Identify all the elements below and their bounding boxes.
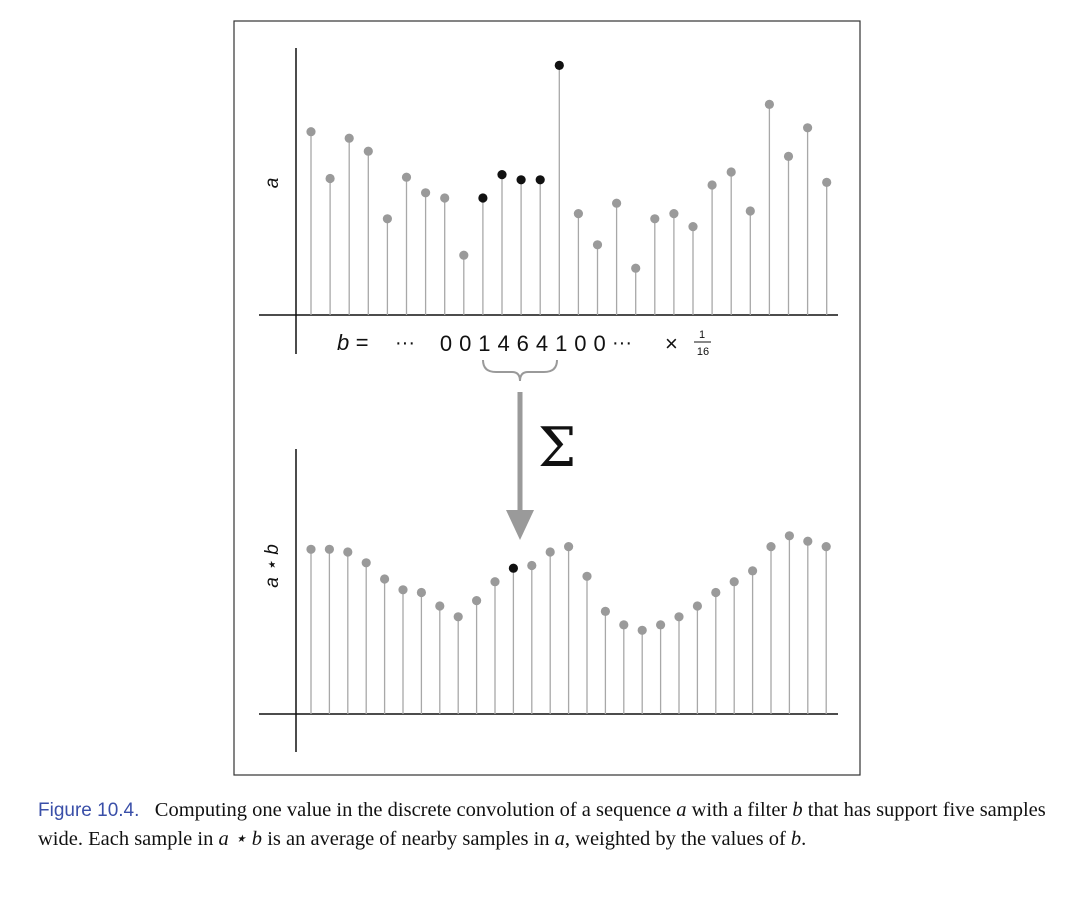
caption-text-1: Computing one value in the discrete conv… <box>154 799 677 821</box>
top-point <box>325 173 335 184</box>
filter-trailing-dots: ··· <box>612 332 632 354</box>
bottom-point <box>416 587 426 598</box>
top-point <box>440 193 450 203</box>
filter-digit: 0 <box>459 331 471 356</box>
filter-leading-dots: ··· <box>395 332 415 354</box>
bottom-point <box>729 577 739 587</box>
top-point <box>745 206 755 216</box>
caption-var-conv: a ⋆ b <box>218 828 263 850</box>
bottom-point <box>692 601 703 611</box>
top-point <box>306 127 316 137</box>
bottom-stems <box>306 531 831 714</box>
top-plot: a <box>259 48 838 354</box>
bottom-point <box>545 547 555 557</box>
filter-digit: 4 <box>536 331 548 356</box>
top-highlighted-point <box>497 170 507 180</box>
caption-var-b: b <box>792 799 803 821</box>
top-highlighted-point <box>535 175 545 185</box>
caption-text-2: with a filter <box>686 799 793 821</box>
top-point <box>783 151 794 161</box>
top-highlighted-point <box>554 60 564 70</box>
caption-var-a-2: a <box>554 828 565 850</box>
top-axis-label: a <box>262 178 283 189</box>
bottom-point <box>527 560 537 571</box>
top-stems <box>306 60 832 315</box>
top-point <box>650 214 660 224</box>
filter-prefix: b = <box>337 330 368 355</box>
bottom-point <box>748 566 758 576</box>
sum-arrow <box>506 392 534 540</box>
bottom-point <box>564 542 574 552</box>
sigma-symbol: Σ <box>538 416 576 479</box>
bottom-point <box>490 577 500 587</box>
bottom-point <box>784 531 795 541</box>
top-point <box>459 250 469 260</box>
bottom-point <box>324 544 334 554</box>
bottom-point <box>435 601 445 611</box>
filter-scale-numerator: 1 <box>699 329 705 341</box>
top-point <box>573 209 584 219</box>
figure-label: Figure 10.4. <box>38 800 140 821</box>
bottom-point <box>711 587 721 598</box>
filter-brace <box>482 359 558 382</box>
bottom-point <box>453 612 463 622</box>
bottom-plot: a ⋆ b <box>259 449 838 752</box>
bottom-point <box>306 544 316 554</box>
bottom-point <box>803 536 813 546</box>
caption-text-6: . <box>801 828 807 850</box>
bottom-highlighted-point <box>508 563 518 573</box>
bottom-point <box>398 585 408 595</box>
top-point <box>382 214 392 224</box>
top-point <box>363 146 373 156</box>
filter-digit: 0 <box>574 331 586 356</box>
caption-text-3: that has support five samples wide. Each… <box>38 799 1046 850</box>
bottom-point <box>619 620 629 630</box>
bottom-point <box>361 558 371 568</box>
bottom-point <box>637 625 647 635</box>
top-point <box>421 188 431 198</box>
caption-var-a: a <box>676 799 687 821</box>
top-point <box>822 177 832 187</box>
top-point <box>344 133 354 143</box>
bottom-point <box>821 542 831 552</box>
bottom-point <box>766 542 776 552</box>
top-highlighted-point <box>478 193 488 203</box>
top-point <box>669 209 679 219</box>
bottom-point <box>600 606 611 617</box>
top-point <box>688 222 698 232</box>
filter-digit: 1 <box>478 331 490 356</box>
caption-text-4: is an average of nearby samples in <box>262 828 555 850</box>
top-point <box>612 198 622 208</box>
figure-frame <box>233 20 861 776</box>
bottom-point <box>472 596 482 606</box>
filter-digit: 0 <box>440 331 452 356</box>
top-point <box>707 180 717 190</box>
figure-caption: Figure 10.4. Computing one value in the … <box>38 796 1058 853</box>
filter-digit: 6 <box>517 331 529 356</box>
bottom-point <box>656 620 666 630</box>
top-point <box>803 123 813 133</box>
bottom-point <box>582 571 592 581</box>
top-point <box>401 172 412 182</box>
filter-times: × <box>665 331 678 356</box>
top-point <box>592 240 603 250</box>
bottom-point <box>343 547 353 557</box>
bottom-point <box>380 574 390 584</box>
filter-digit: 4 <box>497 331 509 356</box>
bottom-axis-label: a ⋆ b <box>262 544 283 588</box>
bottom-point <box>674 612 684 622</box>
filter-scale-denominator: 16 <box>697 346 709 358</box>
top-highlighted-point <box>516 175 526 185</box>
filter-digit: 1 <box>555 331 567 356</box>
top-point <box>631 263 641 273</box>
caption-var-b-2: b <box>790 828 802 850</box>
top-point <box>726 167 736 177</box>
caption-text-5: , weighted by the values of <box>564 828 791 850</box>
filter-digit: 0 <box>593 331 605 356</box>
top-point <box>764 99 775 109</box>
